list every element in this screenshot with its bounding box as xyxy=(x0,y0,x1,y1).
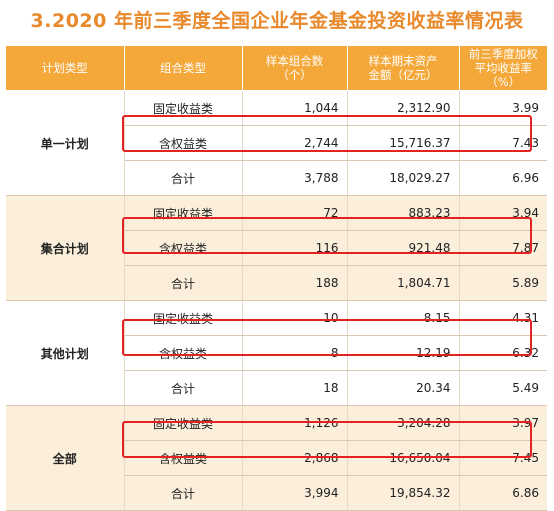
table-row: 其他计划 固定收益类 10 8.15 4.31 xyxy=(6,300,547,406)
portfolio-type-cell: 固定收益类 xyxy=(124,195,243,231)
sample-count-cell: 1,126 xyxy=(242,405,348,441)
portfolio-type-cell: 固定收益类 xyxy=(124,300,243,336)
assets-cell: 20.34 xyxy=(347,370,460,406)
table-row: 合计 18 20.34 5.49 xyxy=(6,370,547,406)
sample-count-cell: 3,994 xyxy=(242,475,348,511)
header-assets-line1: 样本期末资产 xyxy=(368,54,438,68)
plan-type-cell: 其他计划 xyxy=(6,300,125,406)
assets-cell: 16,650.04 xyxy=(347,440,460,476)
portfolio-type-cell: 合计 xyxy=(124,265,243,301)
table-row: 合计 3,788 18,029.27 6.96 xyxy=(6,160,547,196)
table-row: 全部 固定收益类 1,126 3,204.28 3.97 xyxy=(6,405,547,511)
plan-type-cell: 集合计划 xyxy=(6,195,125,301)
sample-count-cell: 116 xyxy=(242,230,348,266)
table-row: 含权益类 116 921.48 7.87 xyxy=(6,230,547,266)
yield-cell: 5.49 xyxy=(459,370,547,406)
portfolio-type-cell: 合计 xyxy=(124,370,243,406)
pension-yield-table: 计划类型 组合类型 样本组合数 （个） 样本期末资产 金额（亿元） 前三季度加权… xyxy=(6,46,547,511)
assets-cell: 2,312.90 xyxy=(347,90,460,126)
table-row: 合计 188 1,804.71 5.89 xyxy=(6,265,547,301)
sample-count-cell: 2,744 xyxy=(242,125,348,161)
table-row: 含权益类 8 12.19 6.32 xyxy=(6,335,547,371)
header-plan-type: 计划类型 xyxy=(6,46,125,91)
header-yield: 前三季度加权 平均收益率（%） xyxy=(459,46,547,91)
sample-count-cell: 10 xyxy=(242,300,348,336)
sample-count-cell: 1,044 xyxy=(242,90,348,126)
table-row: 集合计划 固定收益类 72 883.23 3.94 xyxy=(6,195,547,301)
portfolio-type-cell: 固定收益类 xyxy=(124,90,243,126)
yield-cell: 6.96 xyxy=(459,160,547,196)
table-row: 含权益类 2,744 15,716.37 7.43 xyxy=(6,125,547,161)
table-row: 含权益类 2,868 16,650.04 7.45 xyxy=(6,440,547,476)
header-yield-line1: 前三季度加权 xyxy=(468,47,538,61)
sample-count-cell: 188 xyxy=(242,265,348,301)
portfolio-type-cell: 含权益类 xyxy=(124,125,243,161)
yield-cell: 5.89 xyxy=(459,265,547,301)
sample-count-cell: 3,788 xyxy=(242,160,348,196)
sample-count-cell: 72 xyxy=(242,195,348,231)
assets-cell: 19,854.32 xyxy=(347,475,460,511)
assets-cell: 883.23 xyxy=(347,195,460,231)
yield-cell: 7.87 xyxy=(459,230,547,266)
assets-cell: 921.48 xyxy=(347,230,460,266)
assets-cell: 8.15 xyxy=(347,300,460,336)
yield-cell: 6.32 xyxy=(459,335,547,371)
yield-cell: 3.97 xyxy=(459,405,547,441)
header-count-line2: （个） xyxy=(277,68,312,82)
sample-count-cell: 2,868 xyxy=(242,440,348,476)
assets-cell: 12.19 xyxy=(347,335,460,371)
portfolio-type-cell: 含权益类 xyxy=(124,230,243,266)
portfolio-type-cell: 合计 xyxy=(124,475,243,511)
table-title: 3.2020 年前三季度全国企业年金基金投资收益率情况表 xyxy=(30,10,524,32)
header-sample-count: 样本组合数 （个） xyxy=(242,46,348,91)
portfolio-type-cell: 含权益类 xyxy=(124,440,243,476)
sample-count-cell: 8 xyxy=(242,335,348,371)
header-count-line1: 样本组合数 xyxy=(265,54,324,68)
portfolio-type-cell: 固定收益类 xyxy=(124,405,243,441)
plan-type-cell: 单一计划 xyxy=(6,90,125,196)
plan-type-cell: 全部 xyxy=(6,405,125,511)
assets-cell: 3,204.28 xyxy=(347,405,460,441)
sample-count-cell: 18 xyxy=(242,370,348,406)
header-portfolio-type: 组合类型 xyxy=(124,46,243,91)
assets-cell: 1,804.71 xyxy=(347,265,460,301)
header-yield-line2: 平均收益率（%） xyxy=(474,61,533,89)
table-row: 单一计划 固定收益类 1,044 2,312.90 3.99 xyxy=(6,90,547,196)
yield-cell: 4.31 xyxy=(459,300,547,336)
header-row: 计划类型 组合类型 样本组合数 （个） 样本期末资产 金额（亿元） 前三季度加权… xyxy=(6,46,547,91)
assets-cell: 15,716.37 xyxy=(347,125,460,161)
yield-cell: 7.43 xyxy=(459,125,547,161)
portfolio-type-cell: 合计 xyxy=(124,160,243,196)
yield-cell: 3.99 xyxy=(459,90,547,126)
portfolio-type-cell: 含权益类 xyxy=(124,335,243,371)
header-assets-line2: 金额（亿元） xyxy=(368,68,438,82)
yield-cell: 6.86 xyxy=(459,475,547,511)
yield-cell: 7.45 xyxy=(459,440,547,476)
header-assets: 样本期末资产 金额（亿元） xyxy=(347,46,460,91)
assets-cell: 18,029.27 xyxy=(347,160,460,196)
yield-cell: 3.94 xyxy=(459,195,547,231)
